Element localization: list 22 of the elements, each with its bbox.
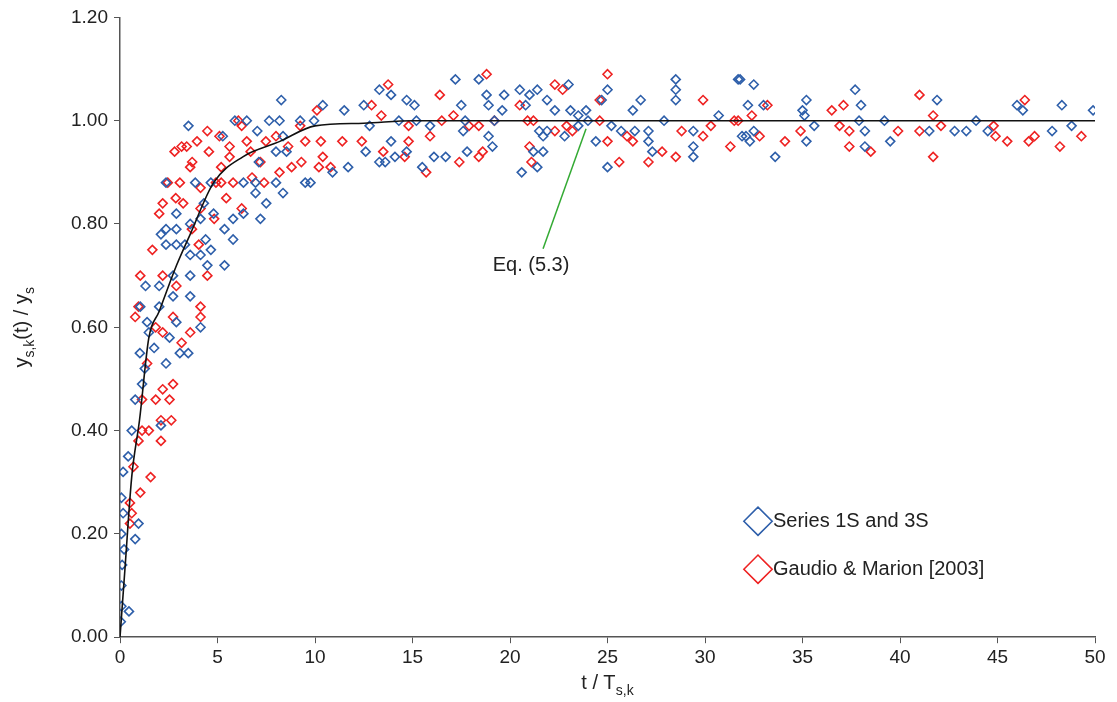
x-tick-label: 15 (401, 645, 424, 667)
x-tick-label: 5 (212, 645, 223, 667)
x-tick-label: 35 (791, 645, 814, 667)
y-axis-title: ys,k(t) / ys (10, 287, 37, 368)
x-tick-label: 45 (986, 645, 1009, 667)
legend-label: Series 1S and 3S (773, 508, 929, 531)
x-tick-label: 30 (694, 645, 716, 667)
x-tick-label: 25 (596, 645, 619, 667)
y-tick-label: 0.60 (71, 315, 108, 337)
x-tick-label: 50 (1084, 645, 1106, 667)
x-tick-label: 0 (114, 645, 126, 667)
y-tick-label: 1.20 (71, 5, 108, 27)
y-tick-label: 0.80 (71, 212, 108, 234)
x-tick-label: 40 (889, 645, 911, 667)
x-tick-label: 10 (304, 645, 326, 667)
y-tick-label: 1.00 (71, 108, 108, 130)
annotation: Eq. (5.3) (492, 252, 570, 275)
y-tick-label: 0.20 (71, 522, 108, 544)
x-tick-label: 20 (499, 645, 521, 667)
y-tick-label: 0.00 (71, 625, 108, 647)
y-tick-label: 0.40 (71, 418, 108, 440)
legend-label: Gaudio & Marion [2003] (773, 556, 985, 579)
